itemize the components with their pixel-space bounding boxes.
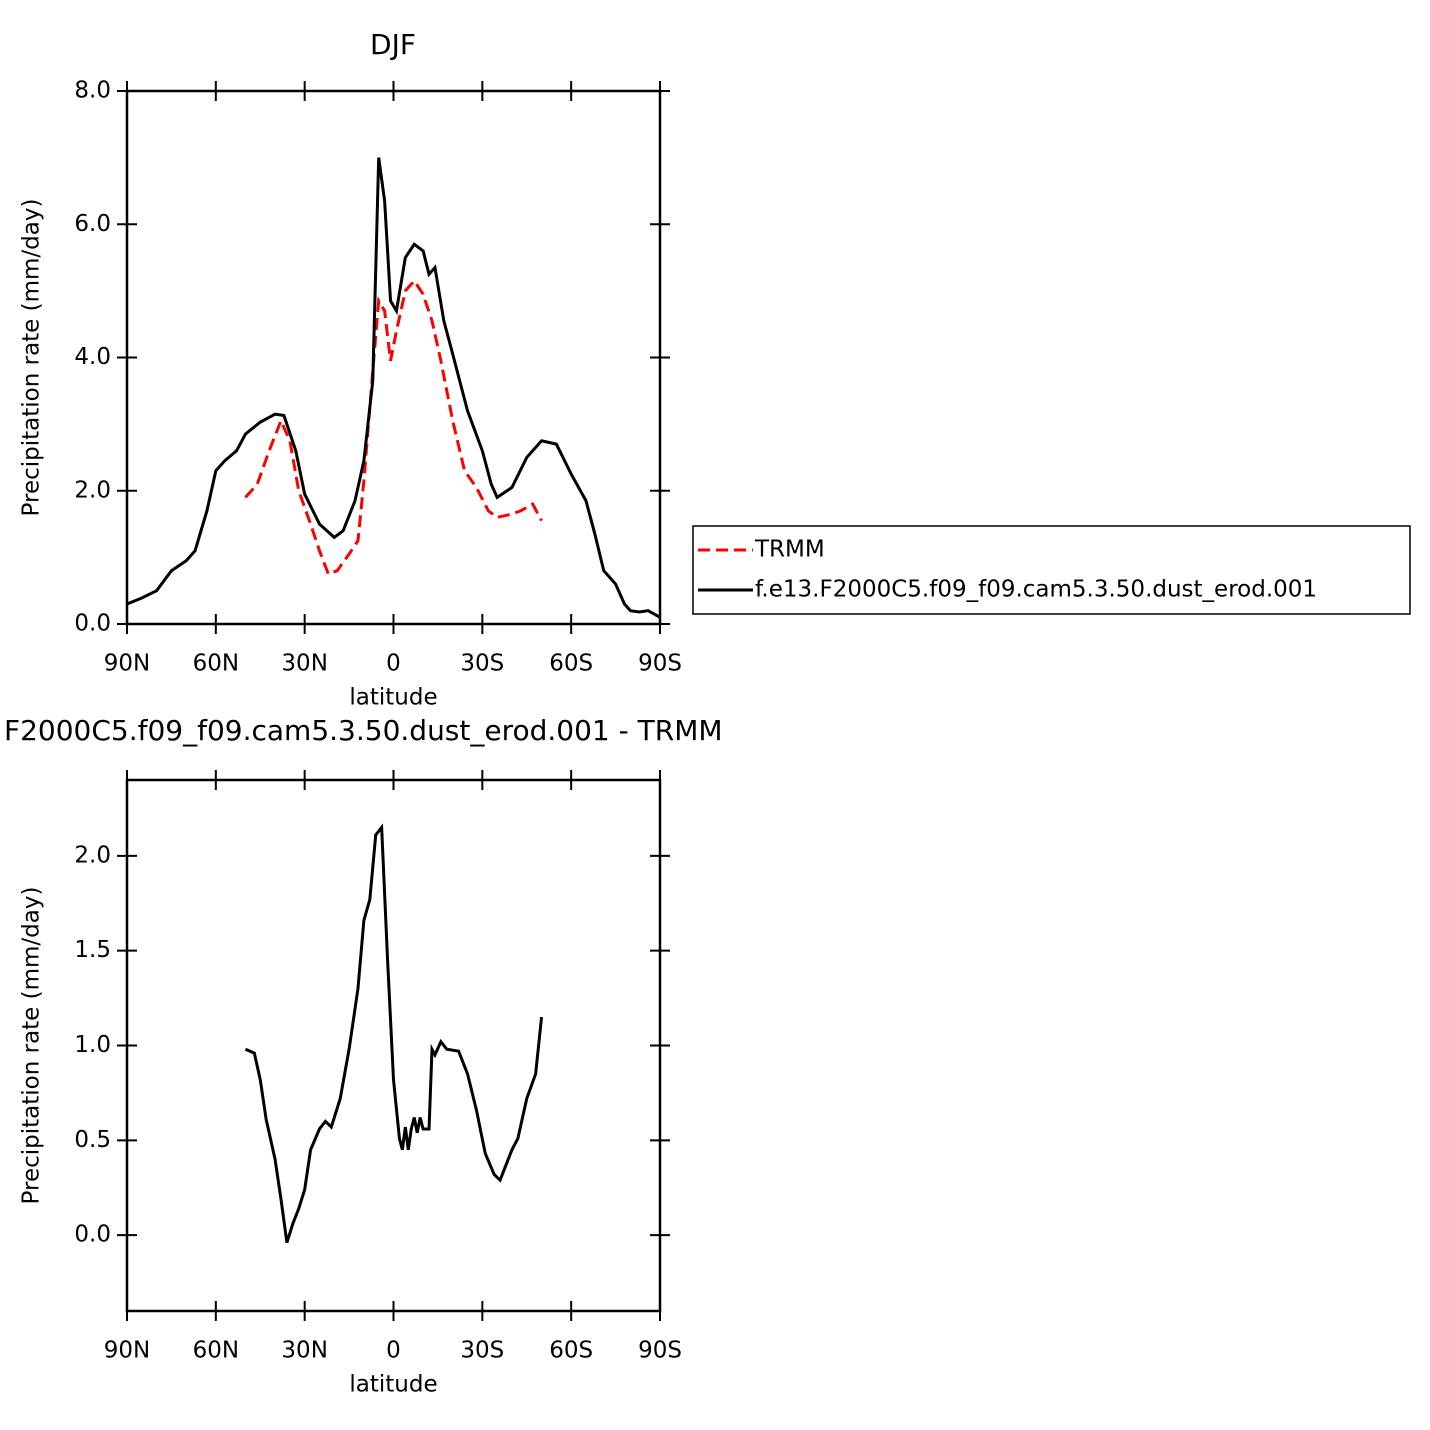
legend-label: TRMM — [754, 537, 825, 563]
x-tick-label: 60S — [549, 651, 593, 677]
x-axis-label: latitude — [349, 1372, 437, 1398]
data-line — [244, 823, 544, 1244]
x-axis-label: latitude — [349, 685, 437, 711]
y-tick-label: 0.0 — [74, 1222, 111, 1248]
x-tick-label: 30S — [460, 1338, 504, 1364]
y-tick-label: 0.5 — [74, 1127, 111, 1153]
y-tick-label: 4.0 — [74, 344, 111, 370]
y-tick-label: 6.0 — [74, 211, 111, 237]
y-tick-label: 2.0 — [74, 842, 111, 868]
y-tick-label: 2.0 — [74, 477, 111, 503]
data-line — [126, 157, 661, 619]
y-tick-label: 1.0 — [74, 1032, 111, 1058]
x-tick-label: 60S — [549, 1338, 593, 1364]
x-tick-label: 60N — [193, 1338, 239, 1364]
x-tick-label: 30N — [281, 1338, 327, 1364]
x-tick-label: 90S — [638, 651, 682, 677]
x-tick-label: 90S — [638, 1338, 682, 1364]
y-tick-label: 1.5 — [74, 937, 111, 963]
y-tick-label: 8.0 — [74, 78, 111, 104]
legend-label: f.e13.F2000C5.f09_f09.cam5.3.50.dust_ero… — [755, 577, 1317, 603]
data-line — [244, 278, 543, 576]
x-tick-label: 30S — [460, 651, 504, 677]
x-tick-label: 30N — [281, 651, 327, 677]
chart-title: F2000C5.f09_f09.cam5.3.50.dust_erod.001 … — [4, 714, 723, 747]
legend-box — [692, 525, 1411, 615]
x-tick-label: 90N — [104, 651, 150, 677]
y-axis-label: Precipitation rate (mm/day) — [19, 887, 45, 1205]
plot-frame — [125, 778, 662, 1313]
plot-frame — [125, 89, 662, 626]
x-tick-label: 0 — [386, 1338, 401, 1364]
x-tick-label: 60N — [193, 651, 239, 677]
y-axis-label: Precipitation rate (mm/day) — [19, 199, 45, 517]
chart-title: DJF — [370, 28, 416, 61]
x-tick-label: 90N — [104, 1338, 150, 1364]
x-tick-label: 0 — [386, 651, 401, 677]
y-tick-label: 0.0 — [74, 611, 111, 637]
